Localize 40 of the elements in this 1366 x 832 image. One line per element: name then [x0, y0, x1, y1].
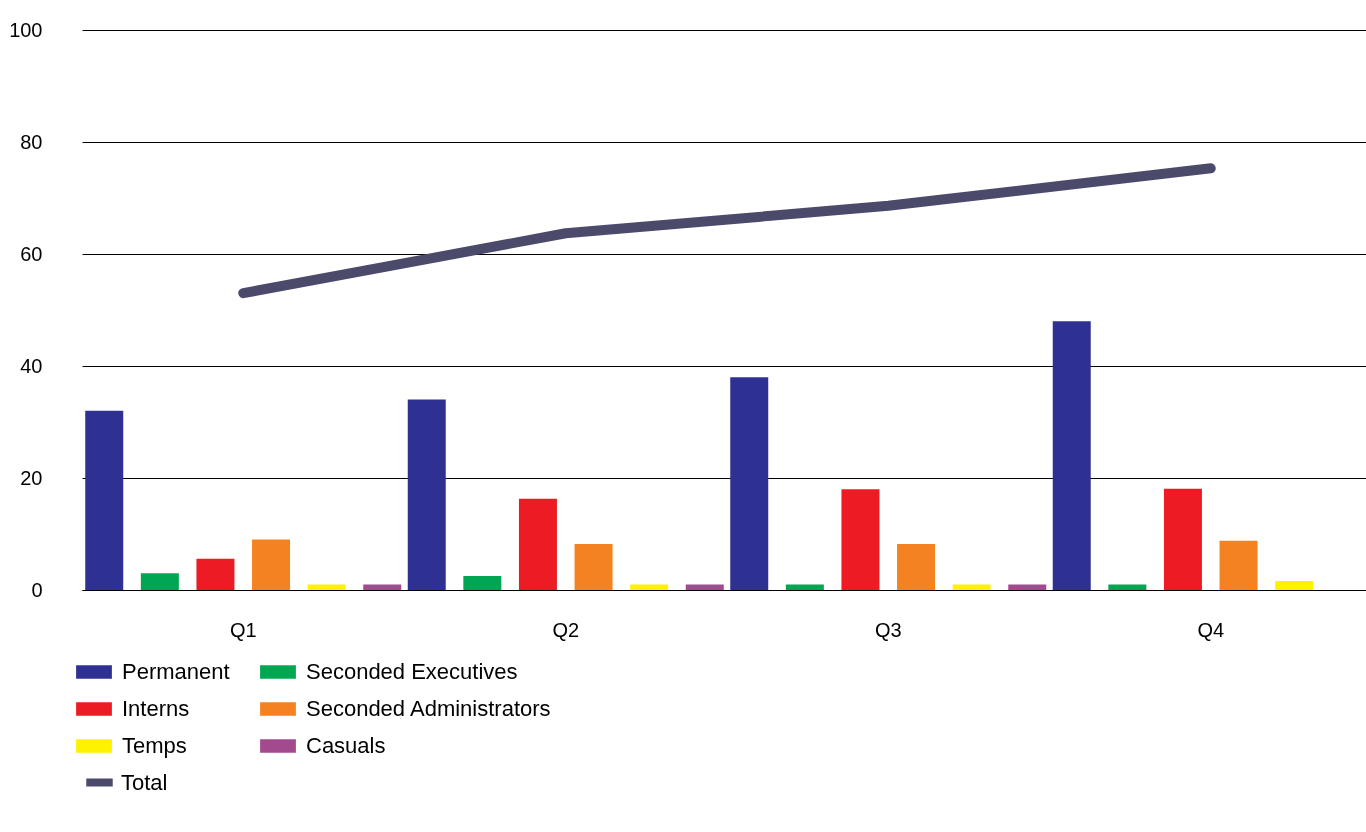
bar [140, 573, 179, 590]
bar [685, 584, 724, 590]
bar [785, 584, 824, 590]
bar [463, 576, 502, 590]
bar [1275, 581, 1314, 590]
legend-label: Seconded Executives [306, 659, 518, 684]
bar [407, 399, 446, 590]
legend-label: Permanent [122, 659, 230, 684]
x-tick-label: Q1 [229, 618, 257, 641]
bar [574, 544, 613, 590]
bar [897, 544, 936, 590]
legend-label: Total [121, 769, 168, 795]
legend-label: Temps [122, 733, 187, 758]
y-tick-label: 0 [31, 578, 43, 601]
bar [363, 584, 402, 590]
x-tick-label: Q3 [874, 618, 902, 641]
legend-label: Casuals [306, 733, 386, 758]
y-tick-label: 40 [20, 354, 43, 377]
bar [630, 584, 669, 590]
bar [1052, 321, 1091, 590]
bar [841, 489, 880, 590]
bar [252, 539, 291, 590]
y-tick-label: 20 [20, 466, 43, 489]
y-tick-label: 80 [20, 130, 43, 153]
bar [85, 410, 124, 590]
bar [730, 377, 769, 590]
bar [1219, 540, 1258, 590]
y-tick-label: 100 [9, 18, 43, 41]
bar [196, 558, 235, 590]
legend-label: Seconded Administrators [306, 696, 551, 721]
bar [952, 584, 991, 590]
bar [1008, 584, 1047, 590]
legend-label: Interns [122, 696, 190, 721]
bar [1163, 488, 1202, 590]
y-tick-label: 60 [20, 242, 43, 265]
bar [307, 584, 346, 590]
bar [518, 498, 557, 590]
bar [1108, 584, 1147, 590]
x-tick-label: Q4 [1197, 618, 1225, 641]
x-tick-label: Q2 [552, 618, 580, 641]
